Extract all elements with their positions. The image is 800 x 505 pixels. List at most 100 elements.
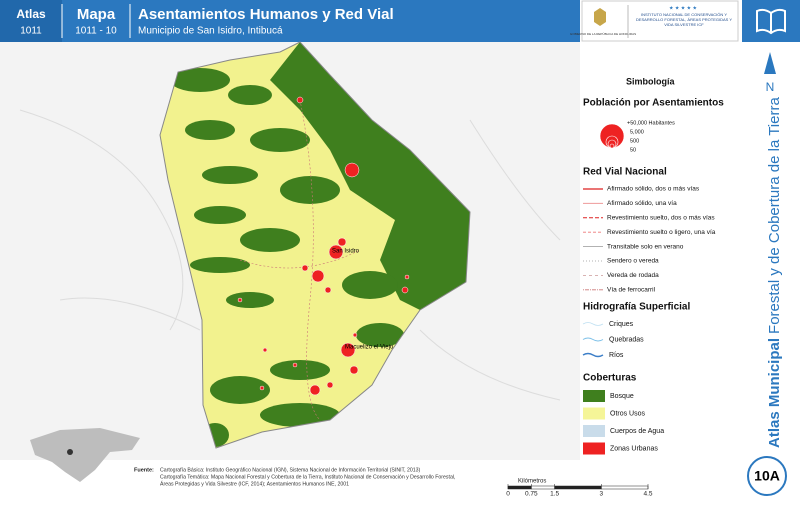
forest-patch [170,68,230,92]
settlement [262,347,268,353]
settlement [292,362,298,368]
settlement [301,264,309,272]
settlement [326,381,334,389]
settlement [296,96,304,104]
north-arrow [764,52,776,74]
settlement [404,274,410,280]
forest-patch [202,166,258,184]
scale-label: 1.5 [550,491,559,498]
forest-patch [240,228,300,252]
legend-title: Simbología [626,76,675,86]
legend-section-title: Red Vial Nacional [583,167,667,178]
forest-patch [185,120,235,140]
legend-symbol [582,337,604,342]
settlement [311,269,325,283]
legend-text: Quebradas [609,336,644,343]
footer-text: Cartografía Temática: Mapa Nacional Fore… [160,474,455,480]
logo-text: GOBIERNO DE LA REPÚBLICA DE HONDURAS [570,31,636,36]
scale-label: 3 [600,491,604,498]
settlement [324,286,332,294]
context-road [419,329,561,401]
context-road [469,119,561,241]
legend-text: Afirmado sólido, dos o más vías [607,186,700,193]
legend-text: Zonas Urbanas [610,445,658,452]
scale-label: 0.75 [525,491,538,498]
logo-text-box: INSTITUTO NACIONAL DE CONSERVACIÓN Y DES… [635,12,733,27]
scale-segment [554,485,602,490]
legend-symbol [582,352,604,358]
scale-unit: Kilómetros [518,479,546,485]
context-road [19,109,184,331]
logo-text: INSTITUTO NACIONAL DE CONSERVACIÓN Y DES… [635,12,733,27]
map-title: Asentamientos Humanos y Red Vial [138,6,394,23]
locator-map [30,428,140,482]
legend-text: Cuerpos de Agua [610,428,664,435]
legend-text: Criques [609,321,634,328]
settlement [401,286,409,294]
legend-section-title: Hidrografía Superficial [583,302,690,313]
side-title-bold: Atlas Municipal [766,338,783,448]
legend-section-title: Población por Asentamientos [583,98,724,109]
context-roads [19,109,561,401]
scale-segment [601,485,649,490]
legend-swatch [583,390,605,402]
scale-segment [531,485,555,490]
place-label: San Isidro [332,249,360,255]
forest-patch [280,176,340,204]
logo-stars: ★ ★ ★ ★ ★ [669,5,697,11]
locator-marker [67,449,73,455]
settlement [237,297,243,303]
forest-patch [260,403,340,427]
legend-text: Bosque [610,393,634,400]
legend-text: 50 [630,147,636,153]
legend-text: 500 [630,138,639,144]
settlement [349,365,359,375]
atlas-number: 1011 [20,26,42,37]
header-bar [0,0,580,42]
sheet-label: 10A [754,468,780,484]
settlement [340,342,356,358]
settlement [309,384,321,396]
legend-text: Revestimiento suelto, dos o más vías [607,215,715,222]
footer-label: Fuente: [134,467,154,473]
forest-patch [190,257,250,273]
scale-segment [507,485,532,490]
legend-text: Ríos [609,352,624,359]
place-label: Macuelizo el Viejo [345,345,394,351]
map-subtitle: Municipio de San Isidro, Intibucá [138,26,283,37]
legend-text: +50,000 Habitantes [627,120,675,126]
legend-swatch [583,425,605,437]
map-label: Mapa [77,6,116,23]
legend-text: Afirmado sólido, una vía [607,200,677,207]
settlement [352,332,358,338]
forest-patch [226,292,274,308]
legend-text: Otros Usos [610,410,646,417]
settlement [328,244,344,260]
road [239,99,361,421]
forest-patch [270,360,330,380]
emblem [594,8,606,26]
forest-patch [342,271,398,299]
scale-label: 0 [506,491,510,498]
forest-patch [210,376,270,404]
atlas-box [0,0,62,42]
sheet-badge [747,456,787,496]
legend-swatch [583,442,605,455]
settlement [259,385,265,391]
forest [170,42,470,447]
map-number: 1011 - 10 [75,26,117,37]
footer-text: Áreas Protegidas y Vida Silvestre (ICF, … [160,480,349,487]
scale-label: 4.5 [643,491,652,498]
forest-patch [194,206,246,224]
north-label: N [766,80,775,94]
atlas-label: Atlas [16,7,46,21]
legend-symbol [609,143,615,149]
side-title-rest: Forestal y de Cobertura de la Tierra [766,97,783,334]
legend-swatch [583,407,605,420]
legend-text: Sendero o vereda [607,258,659,265]
legend-text: Vía de ferrocarril [607,287,656,294]
context-road [59,297,201,331]
legend-text: Transitable solo en verano [607,243,684,250]
settlement [337,237,347,247]
settlements [237,96,410,396]
